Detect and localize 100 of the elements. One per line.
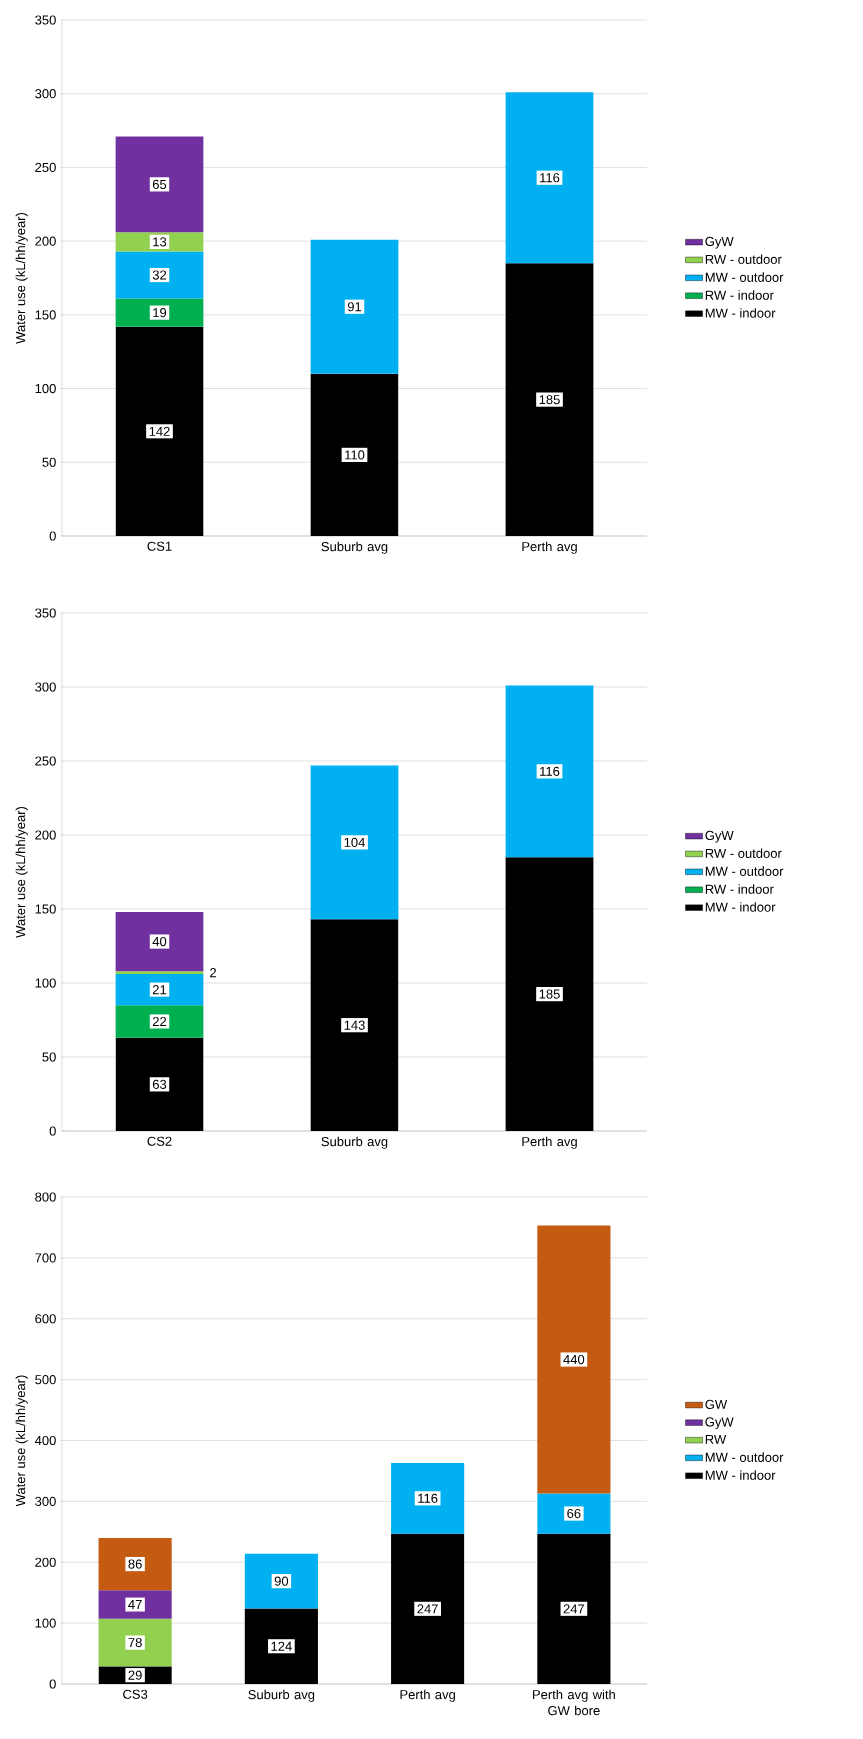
bar (505, 92, 594, 264)
x-tick-label: Suburb avg (321, 1136, 388, 1149)
data-label: 110 (345, 450, 365, 460)
data-label: 63 (152, 1079, 167, 1089)
data-label: 32 (152, 270, 167, 280)
data-label: 13 (153, 237, 167, 247)
bar (115, 911, 204, 972)
data-label: 143 (344, 1020, 365, 1030)
y-axis-title: Water use (kL/hh/year) (15, 1375, 28, 1507)
data-label: 65 (152, 179, 167, 189)
legend-label: MW - indoor (705, 1470, 776, 1480)
y-tick-label: 200 (35, 830, 56, 840)
y-tick-label: 400 (34, 1435, 56, 1446)
y-tick-label: 100 (35, 383, 56, 394)
data-label: 124 (271, 1641, 292, 1651)
y-tick-label: 150 (35, 904, 56, 914)
bar (244, 1608, 318, 1684)
y-tick-label: 350 (35, 15, 56, 25)
data-label: 40 (152, 936, 167, 947)
data-label: 29 (128, 1670, 142, 1680)
data-label: 86 (128, 1559, 142, 1569)
y-tick-label: 0 (49, 1126, 56, 1136)
data-label: 21 (152, 985, 167, 995)
y-tick-label: 250 (35, 756, 56, 766)
data-label: 247 (417, 1604, 438, 1614)
data-label: 104 (344, 837, 365, 847)
y-tick-label: 300 (35, 1496, 56, 1506)
legend-label: GyW (705, 236, 734, 249)
legend-label: MW - indoor (705, 902, 776, 912)
bar (115, 298, 204, 327)
y-tick-label: 600 (35, 1314, 56, 1324)
x-tick-label: Perth avg (522, 541, 577, 554)
bar (310, 239, 399, 374)
bar (537, 1225, 611, 1494)
data-label: 142 (149, 426, 170, 436)
y-tick-label: 50 (42, 1052, 56, 1062)
legend-label: GyW (705, 1417, 734, 1430)
legend-label: MW - outdoor (705, 1452, 784, 1462)
bar (115, 971, 204, 975)
data-label: 22 (152, 1016, 167, 1027)
data-label: 66 (567, 1508, 581, 1519)
bar (98, 1618, 172, 1667)
data-label: 2 (210, 968, 217, 978)
y-tick-label: 200 (35, 1557, 56, 1567)
legend-label: RW - outdoor (705, 848, 782, 858)
x-tick-label: Perth avg (522, 1136, 577, 1149)
x-tick-label: CS2 (147, 1136, 172, 1146)
legend-label: RW - indoor (705, 884, 774, 894)
data-label: 19 (153, 308, 167, 318)
bar (244, 1553, 318, 1609)
legend-label: GyW (705, 830, 734, 843)
y-tick-label: 50 (42, 457, 56, 467)
legend-label: RW - outdoor (705, 254, 782, 264)
bar (505, 857, 594, 1131)
data-label: 185 (539, 989, 560, 999)
legend-label: GW (705, 1399, 728, 1409)
y-tick-label: 150 (35, 310, 56, 320)
y-tick-label: 350 (35, 608, 56, 618)
data-label: 91 (347, 302, 362, 312)
legend-label: RW (705, 1434, 727, 1444)
bar (115, 326, 204, 536)
legend-label: RW - indoor (705, 290, 774, 300)
data-label: 185 (539, 395, 560, 405)
bar (391, 1463, 465, 1534)
legend-label: MW - outdoor (705, 272, 784, 282)
y-axis-title: Water use (kL/hh/year) (15, 212, 28, 344)
bar (115, 974, 204, 1006)
bar (98, 1590, 172, 1619)
bar (391, 1533, 465, 1684)
x-tick-label: CS3 (123, 1689, 148, 1699)
bar (310, 765, 399, 920)
data-label: 90 (274, 1576, 289, 1586)
x-tick-label: CS1 (147, 541, 172, 551)
data-label: 116 (418, 1493, 438, 1503)
y-tick-label: 300 (35, 682, 56, 692)
y-tick-label: 0 (49, 531, 56, 541)
y-tick-label: 200 (35, 236, 56, 246)
y-tick-label: 250 (35, 162, 56, 173)
y-tick-label: 100 (35, 1618, 56, 1628)
y-tick-label: 100 (35, 978, 56, 988)
bar (310, 373, 399, 536)
bar (505, 263, 594, 536)
legend-label: MW - indoor (705, 308, 776, 318)
data-label: 116 (540, 173, 560, 183)
data-label: 440 (563, 1354, 585, 1365)
data-label: 78 (128, 1637, 142, 1648)
bar (115, 136, 204, 233)
y-tick-label: 300 (35, 89, 56, 99)
bar (115, 1005, 204, 1038)
y-tick-label: 800 (35, 1192, 56, 1202)
y-tick-label: 0 (49, 1679, 56, 1689)
bar (310, 919, 399, 1131)
x-tick-label: Perth avg with GW bore (533, 1689, 615, 1716)
bar (98, 1537, 172, 1591)
x-tick-label: Suburb avg (248, 1689, 315, 1702)
bar (537, 1533, 611, 1684)
x-tick-label: Suburb avg (321, 541, 388, 554)
y-axis-title: Water use (kL/hh/year) (15, 806, 28, 938)
bar (537, 1493, 611, 1534)
y-tick-label: 500 (35, 1375, 56, 1385)
